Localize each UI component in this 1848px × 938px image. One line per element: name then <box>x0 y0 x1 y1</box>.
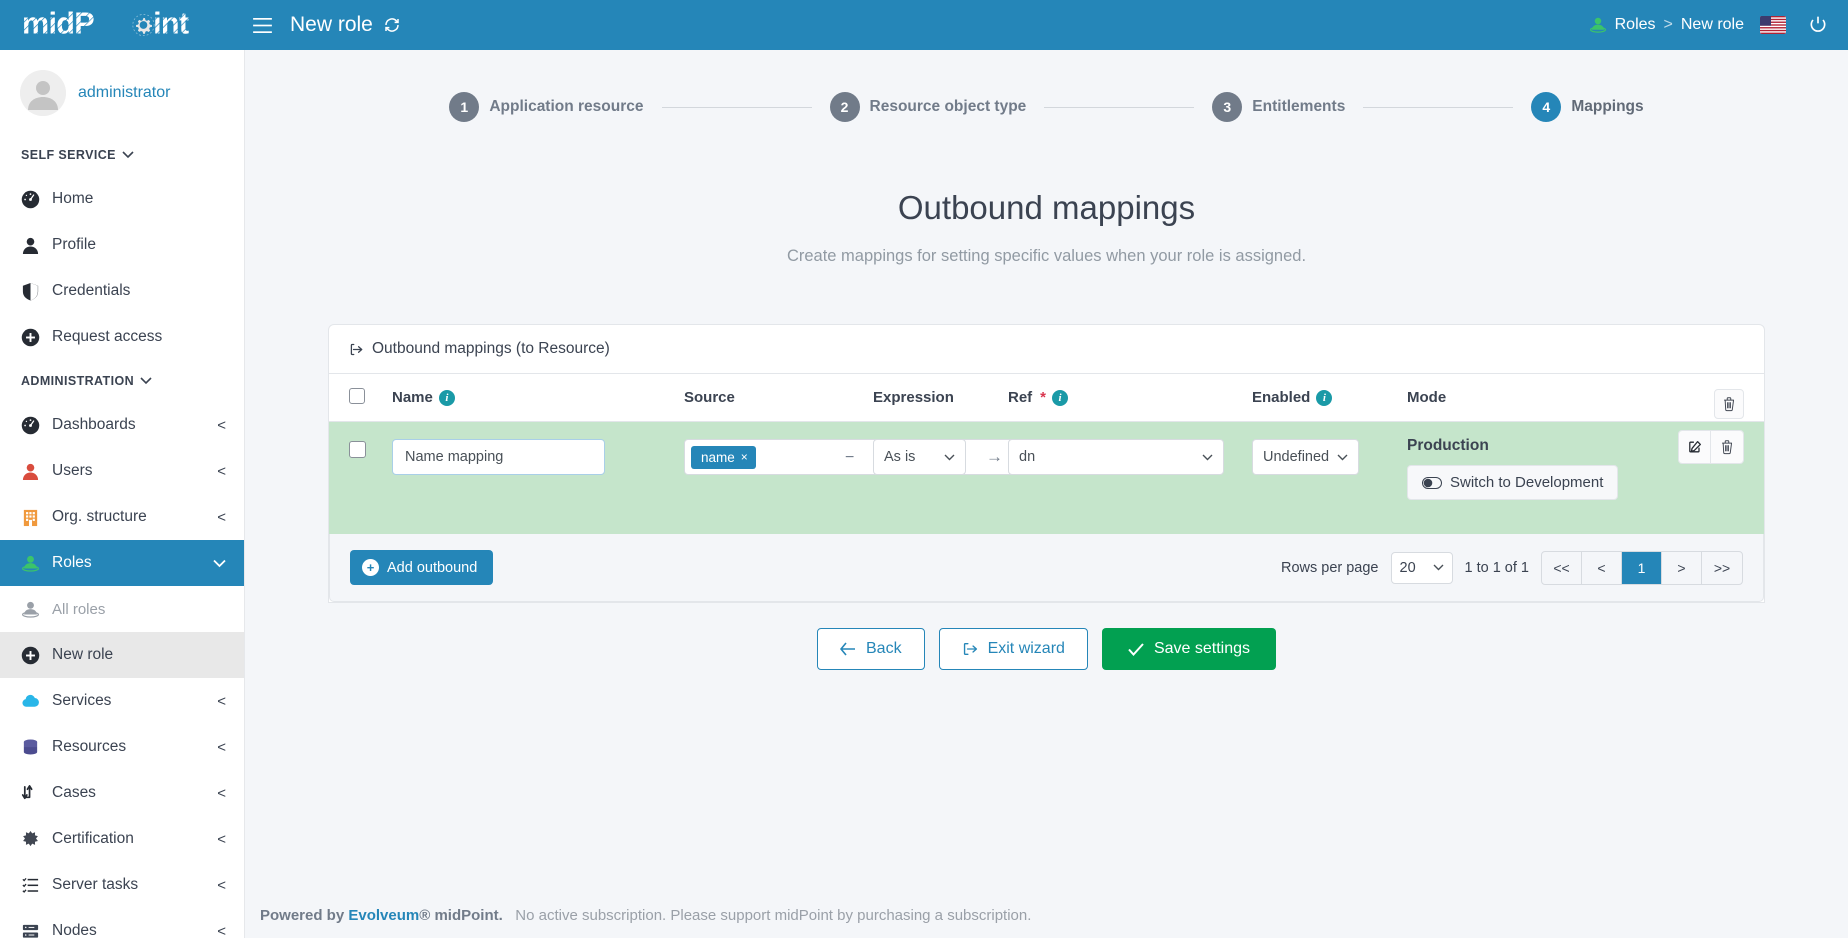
svg-text:int: int <box>153 7 189 41</box>
svg-text:midP: midP <box>22 7 94 41</box>
